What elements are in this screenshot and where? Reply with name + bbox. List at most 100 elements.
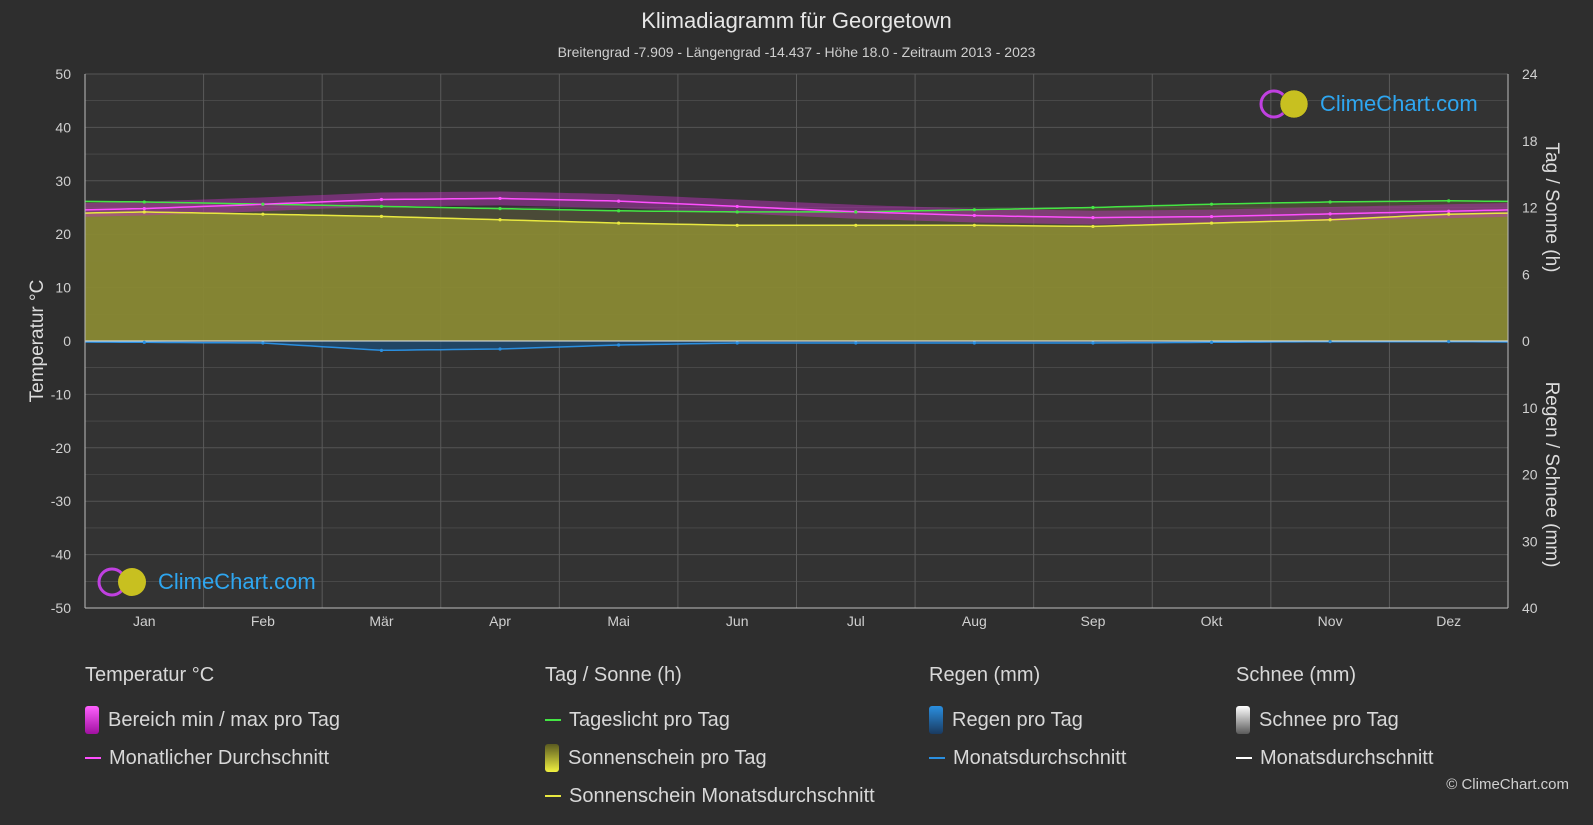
data-point-sonnenschein-monatsdurchschnitt	[1447, 212, 1451, 216]
month-label: Jul	[847, 613, 865, 629]
right-tick-label: 24	[1522, 66, 1538, 82]
climechart-logo-icon	[1259, 89, 1309, 119]
data-point-tageslicht-pro-tag	[1209, 202, 1214, 206]
data-point-monatlicher-durchschnitt	[142, 206, 146, 211]
legend-swatch	[929, 757, 945, 759]
sunshine-line	[84, 211, 1509, 228]
legend-title: Regen (mm)	[929, 664, 1041, 686]
legend-swatch	[545, 719, 561, 721]
left-tick-label: -40	[51, 547, 71, 563]
left-tick-label: 50	[55, 66, 71, 82]
data-point-monatlicher-durchschnitt	[379, 197, 384, 202]
data-point-regen-monatsdurchschnitt	[1447, 340, 1451, 344]
month-label: Aug	[962, 613, 987, 629]
right-axis-label-bottom: Regen / Schnee (mm)	[1541, 382, 1562, 568]
data-point-monatlicher-durchschnitt	[735, 204, 739, 209]
data-point-tageslicht-pro-tag	[972, 208, 976, 212]
data-point-monatlicher-durchschnitt	[1209, 214, 1214, 219]
legend-item: Sonnenschein pro Tag	[545, 739, 875, 777]
data-point-regen-monatsdurchschnitt	[498, 347, 502, 351]
data-point-sonnenschein-monatsdurchschnitt	[498, 218, 502, 222]
data-point-sonnenschein-monatsdurchschnitt	[1209, 221, 1214, 225]
month-label: Mai	[607, 613, 630, 629]
data-point-sonnenschein-monatsdurchschnitt	[972, 223, 976, 227]
left-tick-label: 10	[55, 280, 71, 296]
legend-daylight: Tag / Sonne (h) Tageslicht pro Tag Sonne…	[545, 664, 875, 815]
data-point-regen-monatsdurchschnitt	[854, 341, 858, 345]
legend-item: Tageslicht pro Tag	[545, 701, 875, 739]
legend-title: Schnee (mm)	[1236, 664, 1357, 686]
right-tick-label: 30	[1522, 533, 1538, 549]
right-tick-label: 12	[1522, 200, 1538, 216]
month-label: Feb	[251, 613, 275, 629]
data-point-monatlicher-durchschnitt	[1091, 216, 1095, 220]
right-tick-label: 6	[1522, 266, 1530, 282]
month-label: Jun	[726, 613, 749, 629]
daylight-line	[84, 200, 1509, 213]
left-axis-label: Temperatur °C	[27, 280, 48, 403]
legend-item: Sonnenschein Monatsdurchschnitt	[545, 777, 875, 815]
data-point-tageslicht-pro-tag	[617, 209, 621, 213]
data-point-regen-monatsdurchschnitt	[972, 341, 976, 345]
data-point-regen-monatsdurchschnitt	[617, 343, 621, 347]
left-tick-label: 30	[55, 173, 71, 189]
month-label: Apr	[489, 613, 511, 629]
data-point-sonnenschein-monatsdurchschnitt	[1091, 224, 1095, 229]
data-point-monatlicher-durchschnitt	[972, 213, 976, 218]
legend-label: Tageslicht pro Tag	[569, 708, 730, 731]
legend-label: Sonnenschein Monatsdurchschnitt	[569, 784, 875, 807]
right-tick-label: 10	[1522, 400, 1538, 416]
legend-label: Monatlicher Durchschnitt	[109, 746, 330, 769]
logo-bottom: ClimeChart.com	[96, 566, 316, 598]
copyright: © ClimeChart.com	[1446, 776, 1569, 793]
logo-text: ClimeChart.com	[1320, 91, 1478, 116]
left-tick-label: -10	[51, 386, 71, 402]
month-label: Okt	[1201, 613, 1223, 629]
data-point-sonnenschein-monatsdurchschnitt	[379, 214, 384, 218]
data-point-monatlicher-durchschnitt	[617, 199, 621, 203]
legend-snow: Schnee (mm) Schnee pro Tag Monatsdurchsc…	[1236, 664, 1433, 777]
data-point-sonnenschein-monatsdurchschnitt	[142, 210, 146, 214]
legend-item: Monatsdurchschnitt	[1236, 739, 1433, 777]
data-point-tageslicht-pro-tag	[1328, 200, 1332, 204]
temperature-range-band	[85, 191, 1508, 225]
month-label: Sep	[1080, 613, 1105, 629]
data-point-sonnenschein-monatsdurchschnitt	[1328, 218, 1332, 222]
data-point-regen-monatsdurchschnitt	[261, 341, 265, 345]
right-tick-label: 0	[1522, 333, 1530, 349]
data-point-sonnenschein-monatsdurchschnitt	[617, 221, 621, 225]
data-point-regen-monatsdurchschnitt	[379, 348, 384, 352]
legend-title: Tag / Sonne (h)	[545, 664, 682, 686]
data-point-tageslicht-pro-tag	[1091, 205, 1095, 210]
data-point-regen-monatsdurchschnitt	[1209, 340, 1214, 344]
legend-swatch	[1236, 706, 1250, 734]
data-point-regen-monatsdurchschnitt	[735, 341, 739, 345]
data-point-monatlicher-durchschnitt	[498, 196, 502, 201]
legend-label: Regen pro Tag	[952, 708, 1083, 731]
legend-item: Monatlicher Durchschnitt	[85, 739, 340, 777]
legend-swatch	[929, 706, 943, 734]
data-point-tageslicht-pro-tag	[854, 210, 858, 214]
month-label: Mär	[369, 613, 393, 629]
climechart-logo-icon	[97, 567, 146, 597]
legend-label: Schnee pro Tag	[1259, 708, 1399, 731]
month-label: Jan	[133, 613, 156, 629]
legend-swatch	[85, 706, 99, 734]
data-point-tageslicht-pro-tag	[379, 204, 384, 208]
legend-label: Monatsdurchschnitt	[953, 746, 1127, 769]
logo-text: ClimeChart.com	[158, 569, 316, 594]
data-point-tageslicht-pro-tag	[498, 207, 502, 211]
legend-item: Monatsdurchschnitt	[929, 739, 1126, 777]
left-tick-label: 40	[55, 119, 71, 135]
rain-area	[85, 341, 1508, 351]
data-point-sonnenschein-monatsdurchschnitt	[854, 223, 858, 227]
data-point-regen-monatsdurchschnitt	[1091, 341, 1095, 345]
month-label: Dez	[1436, 613, 1461, 629]
legend-swatch	[85, 757, 101, 759]
left-tick-label: -20	[51, 440, 71, 456]
left-tick-label: -30	[51, 493, 71, 509]
temperature-line	[84, 197, 1509, 219]
left-tick-label: -50	[51, 600, 71, 616]
data-point-tageslicht-pro-tag	[142, 200, 146, 204]
